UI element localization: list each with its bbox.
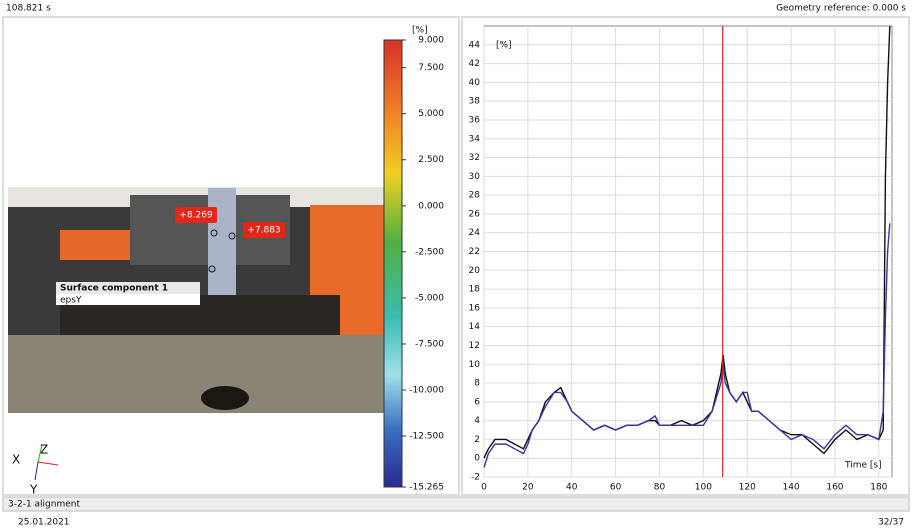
y-tick-label: 2 bbox=[474, 435, 480, 445]
x-tick-label: 40 bbox=[566, 483, 578, 493]
colorbar-tick-label: -12.500 bbox=[409, 432, 444, 442]
colorbar-tick-label: 7.500 bbox=[418, 63, 444, 73]
axis-label: Y bbox=[29, 483, 38, 497]
colorbar-tick-label: -2.500 bbox=[415, 247, 444, 257]
x-tick-label: 160 bbox=[826, 483, 843, 493]
date: 25.01.2021 bbox=[18, 518, 70, 528]
x-tick-label: 0 bbox=[481, 483, 487, 493]
x-tick-label: 80 bbox=[654, 483, 666, 493]
screen: 108.821 s Geometry reference: 0.000 s +8… bbox=[0, 0, 912, 531]
y-tick-label: 28 bbox=[469, 191, 481, 201]
y-tick-label: 38 bbox=[469, 97, 481, 107]
y-tick-label: 14 bbox=[469, 322, 481, 332]
y-tick-label: -2 bbox=[471, 473, 480, 483]
colorbar-tick-label: -10.000 bbox=[409, 386, 444, 396]
y-tick-label: 42 bbox=[469, 59, 480, 69]
status: 3-2-1 alignment bbox=[8, 500, 80, 510]
point-label: +7.883 bbox=[247, 226, 280, 236]
point-label: +8.269 bbox=[179, 211, 213, 221]
colorbar-unit: [%] bbox=[412, 26, 428, 36]
colorbar-tick-label: 9.000 bbox=[418, 36, 444, 46]
colorbar-tick-label: -7.500 bbox=[415, 339, 444, 349]
quantity: epsY bbox=[60, 296, 82, 306]
y-tick-label: 12 bbox=[469, 341, 480, 351]
y-tick-label: 36 bbox=[469, 115, 481, 125]
time: 108.821 s bbox=[6, 4, 51, 14]
x-tick-label: 120 bbox=[739, 483, 756, 493]
y-tick-label: 40 bbox=[469, 78, 481, 88]
axis-label: Z bbox=[40, 443, 48, 457]
y-tick-label: 22 bbox=[469, 247, 480, 257]
x-tick-label: 180 bbox=[870, 483, 887, 493]
y-tick-label: 8 bbox=[474, 379, 480, 389]
y-tick-label: 44 bbox=[469, 40, 481, 50]
y-tick-label: 26 bbox=[469, 209, 481, 219]
y-tick-label: 32 bbox=[469, 153, 480, 163]
page-number: 32/37 bbox=[878, 518, 904, 528]
geometry-reference: Geometry reference: 0.000 s bbox=[776, 4, 906, 14]
status-bar bbox=[3, 497, 909, 511]
x-tick-label: 20 bbox=[522, 483, 534, 493]
y-tick-label: 20 bbox=[469, 266, 481, 276]
y-tick-label: 34 bbox=[469, 134, 481, 144]
axis-label: X bbox=[12, 453, 20, 467]
y-tick-label: 18 bbox=[469, 285, 481, 295]
y-tick-label: 16 bbox=[469, 303, 481, 313]
y-tick-label: 10 bbox=[469, 360, 481, 370]
y-tick-label: 6 bbox=[474, 397, 480, 407]
y-tick-label: 4 bbox=[474, 416, 480, 426]
colorbar-tick-label: 5.000 bbox=[418, 109, 444, 119]
component-name: Surface component 1 bbox=[60, 284, 168, 294]
colorbar-tick-label: 0.000 bbox=[418, 201, 444, 211]
y-tick-label: 30 bbox=[469, 172, 481, 182]
colorbar-tick-label: 2.500 bbox=[418, 155, 444, 165]
colorbar-tick-label: -15.265 bbox=[409, 483, 444, 493]
x-tick-label: 100 bbox=[695, 483, 712, 493]
y-axis-label: [%] bbox=[496, 41, 512, 51]
y-tick-label: 0 bbox=[474, 454, 480, 464]
x-tick-label: 140 bbox=[783, 483, 800, 493]
colorbar-tick-label: -5.000 bbox=[415, 293, 444, 303]
x-tick-label: 60 bbox=[610, 483, 622, 493]
y-tick-label: 24 bbox=[469, 228, 481, 238]
x-axis-label: Time [s] bbox=[844, 461, 882, 471]
colorbar bbox=[384, 40, 402, 487]
